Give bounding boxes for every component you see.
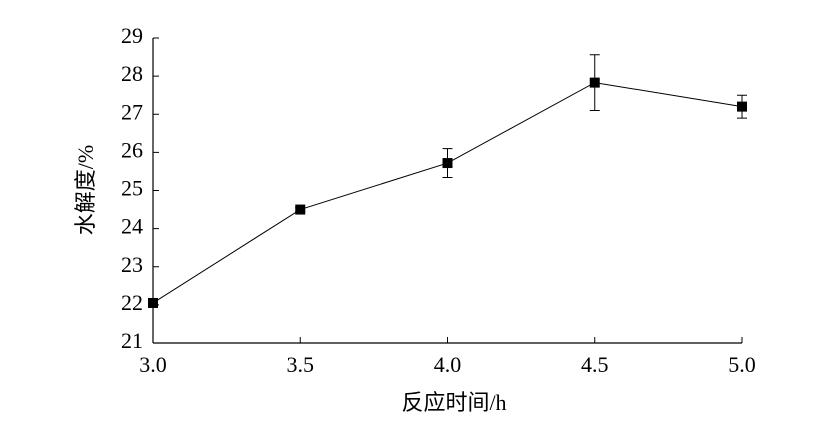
point: [589, 77, 600, 88]
y-tick-label: 28: [121, 61, 143, 86]
y-tick-label: 21: [121, 328, 143, 353]
line: [152, 82, 743, 304]
x-tick-label: 5.0: [728, 352, 756, 377]
y-tick-label: 25: [121, 176, 143, 201]
y-tick-label: 26: [121, 137, 143, 162]
point: [442, 158, 453, 169]
x-tick-label: 4.5: [581, 352, 609, 377]
point: [295, 204, 306, 215]
y-tick-label: 22: [121, 290, 143, 315]
x-axis-label: 反应时间/h: [401, 390, 506, 415]
y-tick-label: 27: [121, 99, 143, 124]
point: [148, 297, 158, 308]
y-tick-label: 23: [121, 252, 143, 277]
y-tick-label: 24: [121, 214, 143, 239]
x-tick-label: 3.5: [287, 352, 315, 377]
x-tick-label: 3.0: [139, 352, 167, 377]
point: [737, 101, 747, 112]
x-tick-label: 4.0: [434, 352, 462, 377]
y-tick-label: 29: [121, 23, 143, 48]
y-axis-label: 水解度/%: [73, 145, 98, 235]
